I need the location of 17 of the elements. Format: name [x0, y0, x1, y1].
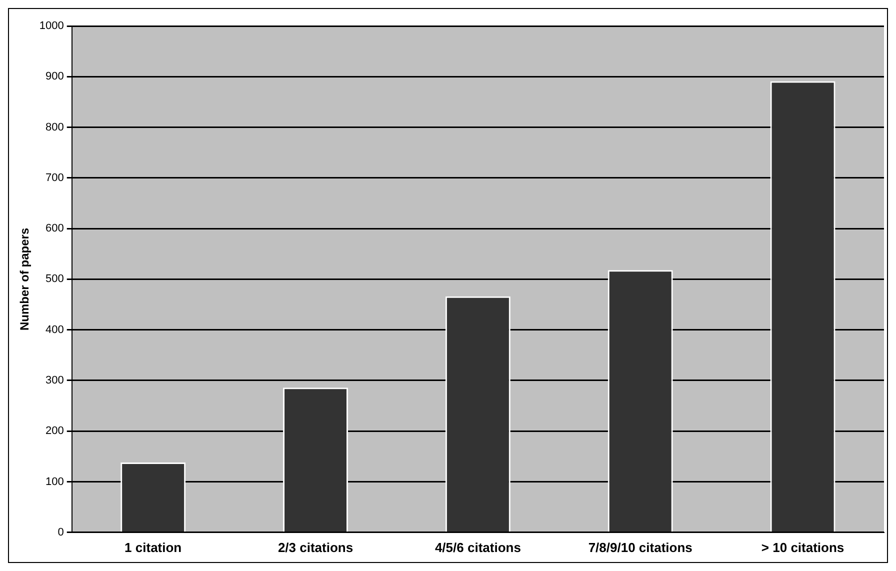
x-tick-label: 7/8/9/10 citations — [588, 540, 692, 555]
x-tick-label: 2/3 citations — [278, 540, 354, 555]
x-tick-label: 1 citation — [124, 540, 182, 555]
y-tick-label: 0 — [58, 526, 64, 538]
y-tick-label: 1000 — [39, 20, 64, 32]
x-tick-label: > 10 citations — [761, 540, 844, 555]
y-tick-label: 900 — [46, 70, 64, 83]
y-axis-title: Number of papers — [18, 228, 32, 331]
y-tick-label: 100 — [46, 476, 64, 488]
x-tick-label: 4/5/6 citations — [434, 540, 521, 555]
y-tick-label: 500 — [46, 273, 64, 286]
y-tick-label: 800 — [46, 121, 64, 134]
y-tick-label: 600 — [46, 222, 64, 235]
y-tick-label: 200 — [46, 425, 64, 438]
y-tick-label: 300 — [46, 374, 64, 387]
y-tick-label: 700 — [46, 172, 64, 184]
y-tick-label: 400 — [46, 324, 64, 336]
